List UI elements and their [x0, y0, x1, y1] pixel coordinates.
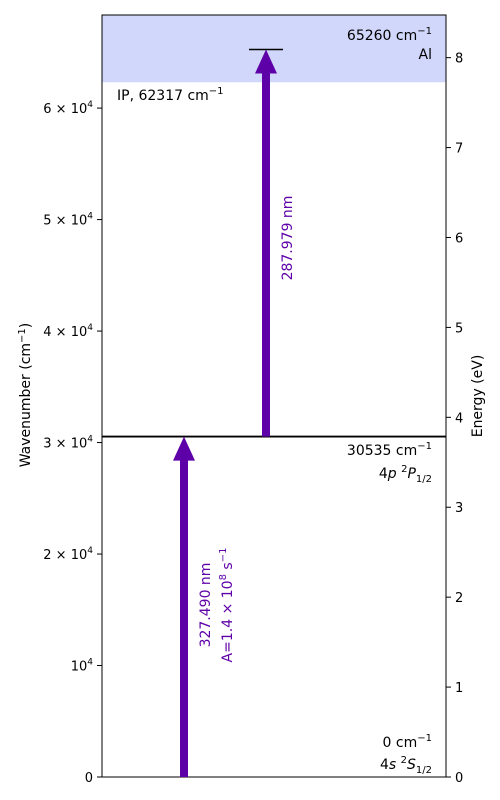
transition-arrow-327nm: [173, 436, 195, 777]
right-tick-label: 3: [455, 501, 463, 516]
left-tick-label: 4 × 104: [43, 323, 93, 340]
right-tick-label: 0: [455, 771, 463, 786]
ionization-potential-label: IP, 62317 cm−1: [117, 86, 224, 104]
element-label: Al: [419, 47, 432, 63]
right-axis-ticks: 0 1 2 3 4 5 6 7 8: [446, 52, 463, 786]
left-tick-label: 0: [85, 771, 93, 786]
arrow-shaft: [180, 459, 188, 777]
plot-frame: [101, 14, 447, 778]
transition-arrow-288nm: [255, 49, 277, 437]
right-tick-label: 7: [455, 142, 463, 157]
right-tick-label: 4: [455, 411, 463, 426]
transition-288nm-wavelength-label: 287.979 nm: [280, 196, 296, 281]
left-axis-ticks: 0 104 2 × 104 3 × 104 4 × 104 5 × 104 6 × 104: [43, 100, 102, 786]
level-4s-term-label: 4s 2S1/2: [380, 755, 432, 776]
arrow-head: [173, 436, 195, 461]
transition-327nm-wavelength-label: 327.490 nm: [198, 563, 214, 648]
right-tick-label: 1: [455, 681, 463, 696]
left-tick-label: 2 × 104: [43, 546, 93, 563]
top-level-energy-label: 65260 cm−1: [347, 26, 432, 44]
level-4p-term-label: 4p 2P1/2: [379, 464, 432, 485]
left-tick-label: 104: [71, 658, 94, 675]
left-tick-label: 6 × 104: [43, 100, 93, 117]
arrow-head: [255, 49, 277, 74]
left-tick-label: 3 × 104: [43, 435, 93, 452]
right-tick-label: 8: [455, 52, 463, 67]
level-4p-energy-label: 30535 cm−1: [347, 441, 432, 459]
level-4s-energy-label: 0 cm−1: [383, 733, 432, 751]
y-axis-label-left: Wavenumber (cm−1): [17, 323, 34, 468]
right-tick-label: 5: [455, 321, 463, 336]
arrow-shaft: [262, 72, 270, 437]
right-tick-label: 6: [455, 231, 463, 246]
left-tick-label: 5 × 104: [43, 212, 93, 229]
y-axis-label-right: Energy (eV): [470, 355, 486, 438]
right-tick-label: 2: [455, 591, 463, 606]
transition-327nm-rate-label: A=1.4 × 108 s−1: [218, 548, 236, 663]
